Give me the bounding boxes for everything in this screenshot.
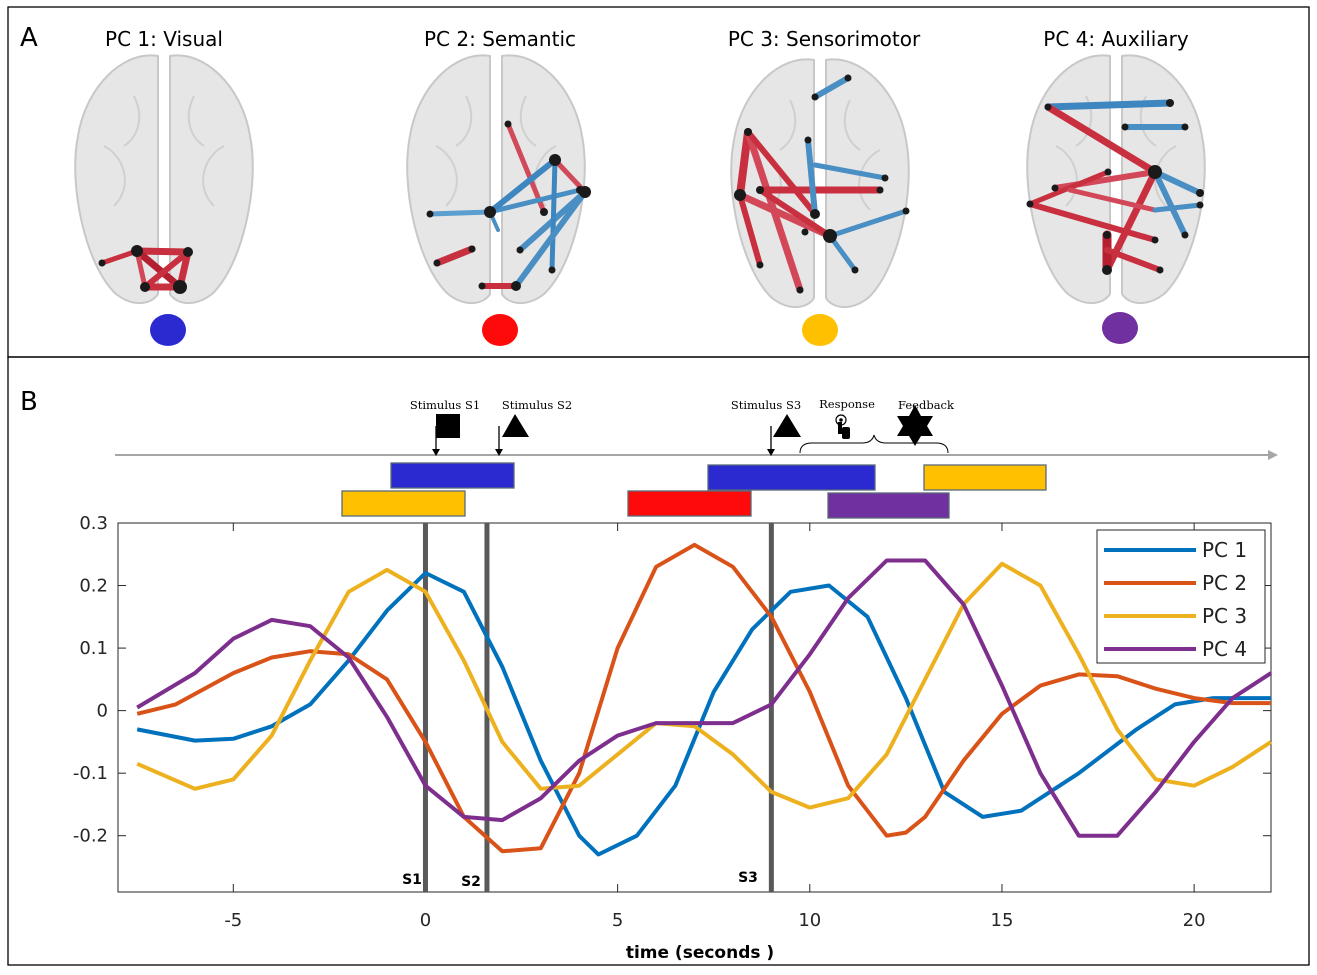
legend-box [1096,529,1266,664]
pc4-connectivity-edges [1027,99,1203,275]
pc3-color-dot [802,314,838,346]
activity-bar-pc3 [341,490,466,517]
x-tick-label: 10 [798,910,821,931]
y-axis-ticks: 0.3 0.2 0.1 0 -0.1 -0.2 [73,513,1271,847]
pc4-title: PC 4: Auxiliary [1043,27,1189,51]
y-tick-label: 0.2 [79,576,108,597]
square-icon [436,414,460,438]
x-tick-label: -5 [224,910,242,931]
event-stimulus-s3: Stimulus S3 [731,398,801,456]
pc2-brain-icon [406,54,586,304]
response-brace [799,434,949,454]
activity-bar-pc1 [707,464,876,491]
legend-label: PC 2 [1202,571,1247,595]
series-lines [136,542,1273,857]
panel-a-letter: A [20,23,38,53]
panel-a: A PC 1: Visual [7,6,1310,358]
pc3-title: PC 3: Sensorimotor [728,27,921,51]
pc4-column: PC 4: Auxiliary [1026,27,1206,344]
x-axis-ticks: -5 0 5 10 15 20 [224,523,1206,931]
activity-bar-pc1 [390,462,515,489]
event-stimulus-s1: Stimulus S1 [410,398,480,456]
event-feedback: Feedback [897,398,955,446]
pc4-color-dot [1102,312,1138,344]
y-tick-label: 0.3 [79,513,108,534]
pc3-column: PC 3: Sensorimotor [728,27,921,346]
x-tick-label: 5 [612,910,623,931]
pc1-nodes [98,245,193,294]
component-activity-bars [341,462,1047,519]
pc2-nodes [426,120,591,291]
series-line-pc1 [136,571,1271,857]
plot-area [117,522,1272,893]
triangle-icon [502,414,529,437]
y-tick-label: -0.1 [73,763,108,784]
legend-label: PC 4 [1202,637,1247,661]
y-tick-label: 0 [97,701,108,722]
hand-press-icon [835,414,850,439]
pc2-connectivity-edges [427,121,588,289]
event-label-s2: Stimulus S2 [502,398,572,412]
series-line-pc3 [136,561,1273,810]
activity-bar-pc4 [827,492,950,519]
time-course-chart: 0.3 0.2 0.1 0 -0.1 -0.2 -5 0 5 10 15 20 S1 S2 S3 t… [73,513,1273,963]
y-tick-label: 0.1 [79,638,108,659]
legend: PC 1 PC 2 PC 3 PC 4 [1096,529,1266,664]
pc2-column: PC 2: Semantic [406,27,591,346]
triangle-icon [773,414,801,437]
x-tick-label: 15 [991,910,1014,931]
y-tick-label: -0.2 [73,826,108,847]
panel-b: B Stimulus S1 Stimulus S2 Stimulus S3 [7,356,1310,966]
x-tick-label: 20 [1183,910,1206,931]
pc1-color-dot [150,314,186,346]
panel-b-letter: B [20,387,38,417]
event-label-response: Response [819,397,875,411]
s3-down-arrow-icon [767,426,775,456]
event-label-feedback: Feedback [898,398,955,412]
series-line-pc4 [136,558,1273,838]
timeline-arrow [115,450,1278,460]
event-stimulus-s2: Stimulus S2 [495,398,572,456]
pc3-connectivity-edges [736,75,909,294]
legend-label: PC 1 [1202,538,1247,562]
stimulus-marker-s3: S3 [738,870,758,886]
stimulus-marker-s1: S1 [402,872,422,888]
panel-b-border [7,356,1310,966]
pc1-column: PC 1: Visual [74,27,254,346]
legend-label: PC 3 [1202,604,1247,628]
stimulus-markers: S1 S2 S3 [402,870,758,890]
activity-bar-pc3 [923,464,1047,491]
event-response: Response [819,397,875,439]
star-icon [897,405,933,446]
pc2-color-dot [482,314,518,346]
x-axis-label: time (seconds ) [626,943,774,963]
s2-down-arrow-icon [495,426,503,456]
series-line-pc2 [136,542,1271,854]
legend-items: PC 1 PC 2 PC 3 PC 4 [1104,538,1247,661]
pc1-title: PC 1: Visual [105,27,223,51]
pc1-connectivity-edges [99,247,192,291]
pc4-nodes [1026,99,1204,275]
x-tick-label: 0 [420,910,431,931]
s1-down-arrow-icon [432,426,440,456]
pc1-brain-icon [74,54,254,304]
event-label-s1: Stimulus S1 [410,398,480,412]
pc2-title: PC 2: Semantic [424,27,576,51]
pc3-nodes [734,74,910,294]
activity-bar-pc2 [627,490,752,517]
event-label-s3: Stimulus S3 [731,398,801,412]
stimulus-marker-s2: S2 [461,874,481,890]
